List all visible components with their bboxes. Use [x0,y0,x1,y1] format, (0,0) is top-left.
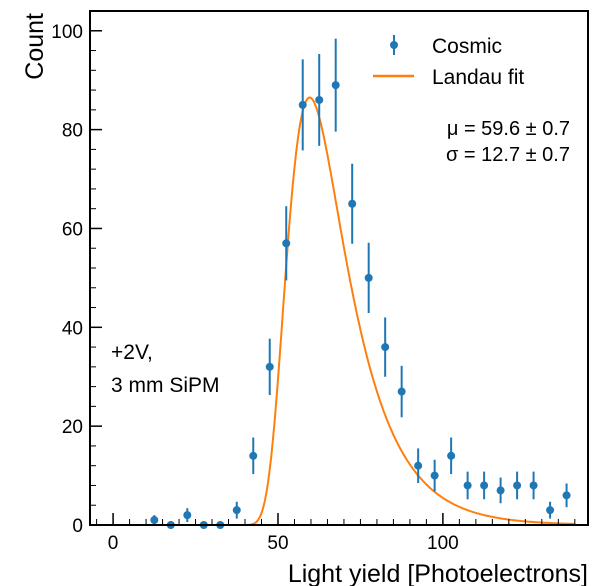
y-axis-label: Count [21,13,49,80]
data-point [414,448,423,483]
legend-fit-label: Landau fit [432,66,524,89]
x-tick-label: 100 [427,533,459,554]
data-marker [480,481,489,490]
data-marker [381,343,390,352]
y-tick-label: 0 [72,516,83,537]
data-point [529,471,538,500]
data-marker [150,516,159,525]
data-marker [397,387,406,396]
legend-cosmic-marker [390,41,398,49]
data-point [265,338,274,396]
data-marker [447,451,456,460]
legend: Cosmic Landau fit [373,35,524,89]
fit-mu-annotation: μ = 59.6 ± 0.7 [447,118,570,140]
data-marker [513,481,522,490]
y-tick-label: 60 [62,219,83,240]
data-point [150,515,159,525]
data-point [331,38,340,132]
data-marker [249,451,258,460]
data-point [513,471,522,500]
data-marker [562,491,571,500]
data-marker [331,81,340,90]
data-marker [463,481,472,490]
condition-annotation-line1: +2V, [111,341,153,364]
data-points-layer [150,38,571,529]
data-marker [430,471,439,480]
data-point [364,242,373,313]
data-point [381,317,390,377]
data-marker [414,461,423,470]
data-point [282,206,291,281]
data-marker [348,199,357,208]
data-point [298,59,307,151]
legend-cosmic-label: Cosmic [432,35,502,58]
y-tick-label: 100 [51,22,83,43]
x-axis-label: Light yield [Photoelectrons] [288,560,588,586]
data-marker [298,100,307,109]
data-point [463,471,472,500]
x-tick-label: 50 [267,533,288,554]
data-point [546,501,555,519]
data-point [447,437,456,475]
y-tick-label: 20 [62,417,83,438]
y-tick-label: 40 [62,318,83,339]
data-point [249,437,258,475]
x-tick-label: 0 [108,533,119,554]
data-point [183,508,192,523]
data-point [496,477,505,504]
data-point [562,483,571,508]
y-tick-label: 80 [62,121,83,142]
data-point [232,501,241,519]
data-point [430,459,439,492]
fit-sigma-annotation: σ = 12.7 ± 0.7 [446,144,570,166]
data-point [397,365,406,418]
data-point [315,53,324,146]
condition-annotation-line2: 3 mm SiPM [111,374,220,397]
data-marker [232,506,241,515]
data-marker [496,486,505,495]
data-marker [315,95,324,104]
data-marker [183,511,192,520]
data-marker [529,481,538,490]
axis-ticks: 0 50 100 0 20 40 60 80 100 [51,22,576,554]
data-marker [282,239,291,248]
data-point [480,471,489,500]
data-marker [265,362,274,371]
data-point [348,163,357,244]
data-marker [546,506,555,515]
data-marker [364,273,373,282]
